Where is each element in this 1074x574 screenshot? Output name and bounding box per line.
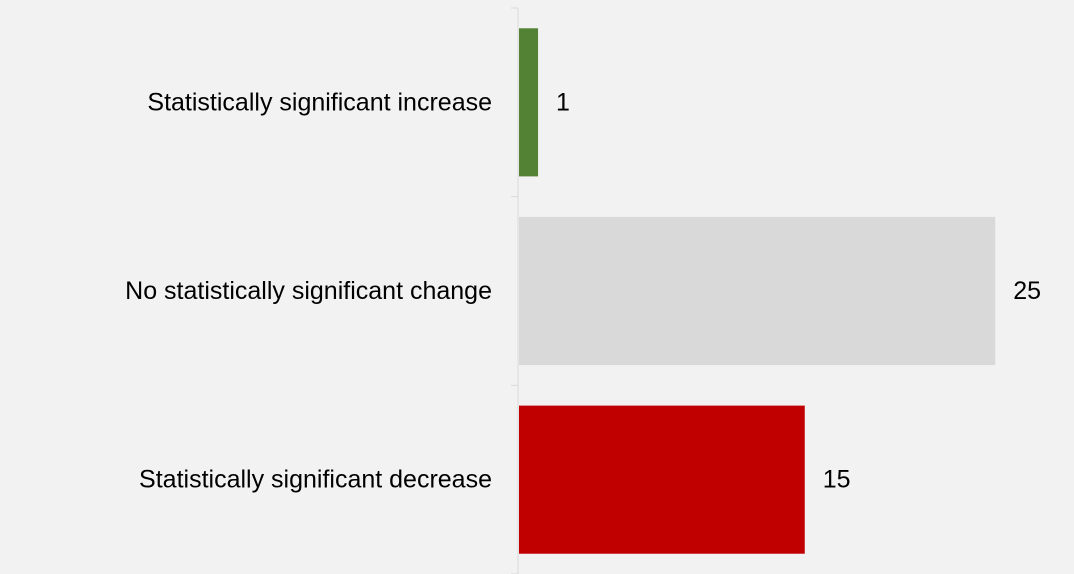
data-label-no-statistically-significant-change: 25 [1013,277,1041,305]
data-label-statistically-significant-increase: 1 [556,88,570,116]
bars-layer [519,28,996,554]
labels-layer: Statistically significant increase 1 No st… [125,88,1041,493]
category-label-no-statistically-significant-change: No statistically significant change [125,277,492,305]
bar-no-statistically-significant-change [519,216,996,366]
category-axis [511,7,519,574]
category-label-statistically-significant-decrease: Statistically significant decrease [139,466,492,494]
bar-statistically-significant-decrease [519,405,805,554]
category-label-statistically-significant-increase: Statistically significant increase [147,88,492,116]
bar-statistically-significant-increase [519,28,539,177]
data-label-statistically-significant-decrease: 15 [823,466,851,494]
